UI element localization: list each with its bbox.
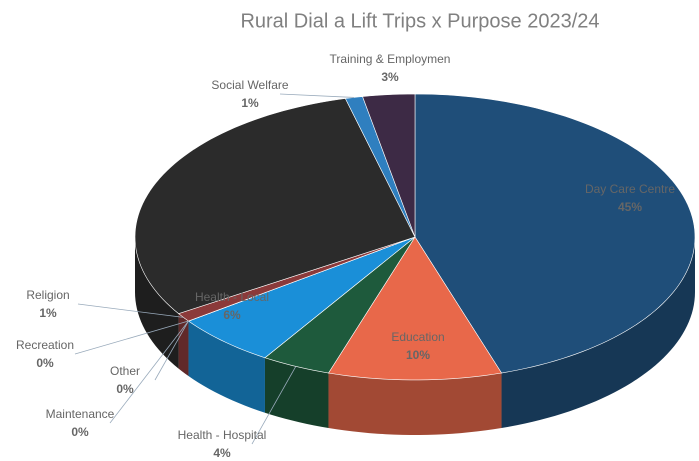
leader-line	[109, 320, 189, 424]
slice	[134, 98, 416, 314]
leader-line	[251, 366, 297, 445]
slice-label: Health - Hospital	[178, 428, 267, 442]
value-label: 6%	[223, 308, 241, 322]
slice	[362, 93, 416, 238]
slice-label: Education	[391, 330, 444, 344]
leader-line	[279, 93, 354, 98]
leader-line	[74, 320, 189, 355]
slice	[264, 236, 416, 374]
value-label: 1%	[241, 96, 259, 110]
slice-label: Maintenance	[46, 407, 115, 421]
slice-label: Religion	[26, 288, 69, 302]
leader-line	[77, 303, 184, 318]
slice-side	[501, 237, 695, 429]
value-label: 0%	[71, 425, 89, 439]
value-label: 0%	[36, 356, 54, 370]
slice-label: Health - Local	[195, 290, 269, 304]
slice	[327, 236, 503, 381]
slice-side	[328, 373, 502, 435]
value-label: 45%	[618, 200, 642, 214]
leader-line	[154, 320, 189, 381]
slice-label: Other	[110, 364, 140, 378]
value-label: 1%	[39, 306, 57, 320]
value-label: 4%	[213, 446, 231, 460]
value-label: 0%	[116, 382, 134, 396]
value-label: 10%	[406, 348, 430, 362]
slice	[187, 236, 416, 359]
slice-side	[264, 357, 329, 429]
slice	[414, 93, 696, 374]
slice-side	[178, 313, 189, 377]
chart-title: Rural Dial a Lift Trips x Purpose 2023/2…	[240, 10, 599, 32]
slice-side	[135, 237, 179, 369]
slice-label: Recreation	[16, 338, 74, 352]
value-label: 3%	[381, 70, 399, 84]
slice-side	[188, 321, 265, 413]
slice-label: Day Care Centre	[585, 182, 675, 196]
slice-label: Social Welfare	[211, 78, 288, 92]
slice-label: Training & Employmen	[330, 52, 451, 66]
